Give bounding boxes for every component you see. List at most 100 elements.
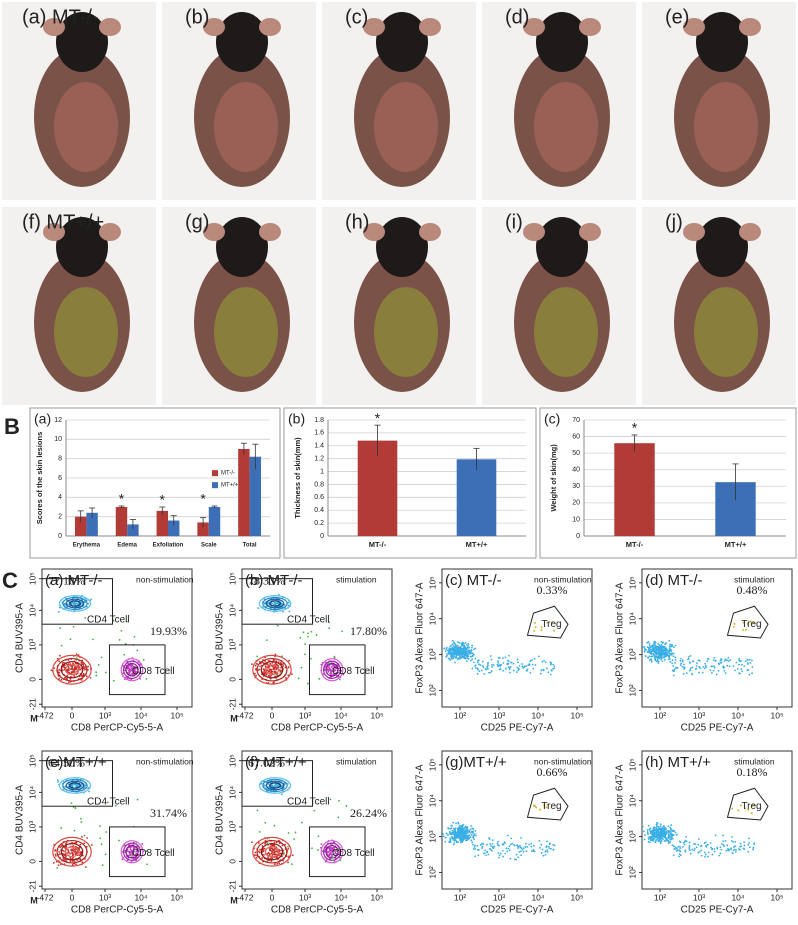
event-dot — [454, 827, 457, 830]
plot-condition: non-stimulation — [534, 574, 592, 584]
event-dot — [57, 610, 60, 613]
event-dot — [473, 648, 475, 651]
event-dot — [746, 662, 749, 664]
event-dot — [95, 671, 98, 674]
event-dot — [676, 847, 678, 850]
event-dot — [459, 647, 461, 649]
mouse-head — [536, 217, 588, 277]
event-dot — [330, 666, 333, 668]
event-dot — [72, 671, 74, 674]
event-dot — [320, 843, 323, 846]
lesion — [694, 82, 758, 172]
plot-condition: non-stimulation — [534, 756, 592, 766]
event-dot — [662, 825, 665, 828]
event-dot — [80, 678, 83, 681]
event-dot — [472, 848, 475, 850]
contour — [120, 840, 144, 864]
event-dot — [539, 808, 542, 811]
gate — [309, 644, 366, 696]
contour — [56, 839, 88, 864]
event-dot — [455, 656, 458, 659]
event-dot — [752, 804, 755, 807]
event-dot — [329, 798, 332, 801]
event-dot — [442, 833, 444, 835]
panel-letter: C — [2, 568, 18, 593]
event-dot — [281, 603, 284, 605]
event-dot — [552, 667, 555, 670]
event-dot — [121, 858, 124, 861]
event-dot — [65, 663, 68, 665]
gate — [41, 760, 113, 807]
contour — [325, 662, 339, 677]
event-dot — [701, 671, 704, 674]
event-cloud — [441, 803, 556, 861]
event-dot — [685, 840, 688, 843]
y-tick-label: 0 — [27, 677, 37, 682]
event-dot — [458, 837, 461, 840]
event-dot — [722, 667, 725, 669]
event-dot — [72, 848, 75, 850]
event-dot — [275, 660, 278, 663]
event-dot — [55, 854, 57, 857]
event-dot — [60, 644, 63, 647]
event-dot — [700, 854, 703, 857]
event-dot — [469, 659, 472, 662]
y-tick-label: 60 — [572, 433, 580, 440]
event-dot — [136, 649, 139, 652]
event-dot — [449, 650, 451, 653]
event-dot — [451, 837, 454, 840]
event-dot — [713, 666, 716, 669]
event-dot — [698, 850, 701, 853]
event-dot — [507, 847, 510, 850]
event-dot — [462, 828, 465, 831]
event-dot — [747, 808, 750, 811]
mouse-ear — [259, 223, 281, 241]
y-tick-label: 1.6 — [314, 430, 324, 437]
event-dot — [273, 847, 276, 850]
event-dot — [59, 627, 62, 630]
event-dot — [534, 804, 537, 807]
contour — [260, 661, 284, 679]
event-dot — [516, 658, 519, 661]
event-dot — [58, 660, 61, 663]
event-dot — [711, 672, 713, 674]
event-dot — [648, 659, 651, 661]
event-dot — [679, 850, 682, 853]
event-dot — [273, 863, 276, 866]
event-dot — [657, 837, 660, 839]
event-dot — [315, 634, 318, 636]
y-tick-label: -21 — [227, 698, 237, 711]
event-dot — [656, 839, 659, 841]
event-dot — [263, 784, 266, 787]
event-dot — [328, 851, 330, 853]
event-dot — [553, 629, 556, 632]
event-dot — [338, 799, 340, 802]
gate — [109, 826, 166, 878]
event-dot — [720, 848, 723, 851]
event-dot — [712, 669, 715, 672]
event-dot — [330, 852, 332, 855]
event-dot — [490, 670, 493, 673]
event-dot — [538, 840, 541, 842]
mouse-head — [696, 12, 748, 72]
event-dot — [84, 866, 87, 868]
photo — [642, 207, 796, 405]
event-dot — [66, 668, 69, 671]
contour — [265, 780, 285, 791]
plot-title: (c) MT-/- — [445, 572, 502, 589]
event-dot — [132, 846, 135, 849]
mouse-ear — [363, 223, 385, 241]
event-dot — [656, 825, 659, 828]
event-dot — [451, 650, 454, 652]
event-dot — [669, 660, 672, 663]
event-dot — [647, 641, 650, 643]
event-dot — [672, 646, 675, 649]
event-dot — [474, 647, 477, 650]
contour — [69, 782, 81, 789]
plot-title: (h) MT+/+ — [645, 754, 711, 771]
contour — [256, 839, 288, 864]
event-dot — [474, 665, 477, 667]
event-dot — [275, 841, 278, 844]
event-dot — [739, 660, 742, 663]
